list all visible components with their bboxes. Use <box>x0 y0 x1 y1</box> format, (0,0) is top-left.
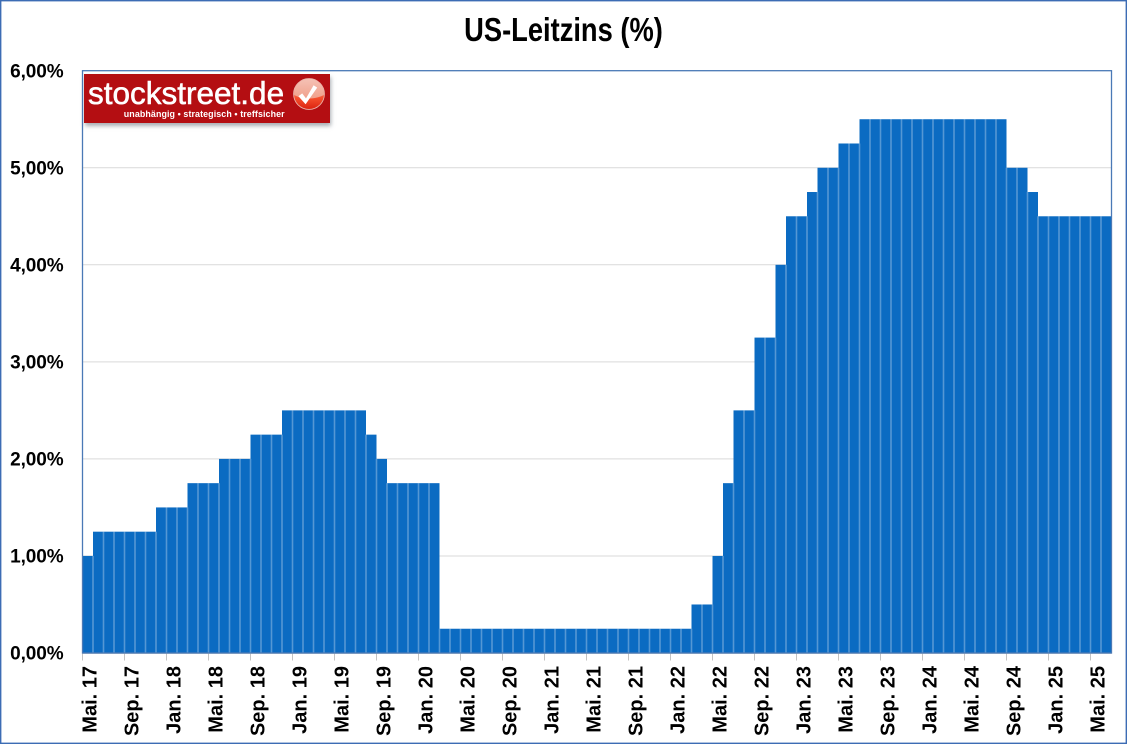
svg-text:4,00%: 4,00% <box>10 256 64 277</box>
svg-text:Sep. 19: Sep. 19 <box>373 666 395 736</box>
svg-text:0,00%: 0,00% <box>10 644 64 665</box>
svg-text:Mai. 21: Mai. 21 <box>583 666 605 733</box>
svg-text:Jan. 22: Jan. 22 <box>667 666 689 734</box>
svg-text:Jan. 25: Jan. 25 <box>1045 666 1067 734</box>
svg-text:3,00%: 3,00% <box>10 353 64 374</box>
svg-text:Mai. 18: Mai. 18 <box>205 666 227 733</box>
svg-text:Mai. 25: Mai. 25 <box>1087 666 1109 733</box>
svg-text:Jan. 18: Jan. 18 <box>163 666 185 734</box>
svg-text:Sep. 22: Sep. 22 <box>751 666 773 736</box>
svg-text:Jan. 23: Jan. 23 <box>793 666 815 734</box>
svg-text:2,00%: 2,00% <box>10 450 64 471</box>
svg-text:Mai. 17: Mai. 17 <box>79 666 101 733</box>
svg-text:Sep. 17: Sep. 17 <box>121 666 143 736</box>
svg-text:Jan. 24: Jan. 24 <box>919 665 941 734</box>
svg-text:Jan. 21: Jan. 21 <box>541 666 563 734</box>
svg-text:Sep. 24: Sep. 24 <box>1003 665 1025 736</box>
svg-text:Sep. 18: Sep. 18 <box>247 666 269 736</box>
svg-text:5,00%: 5,00% <box>10 158 64 179</box>
svg-text:Mai. 20: Mai. 20 <box>457 666 479 733</box>
svg-text:Mai. 22: Mai. 22 <box>709 666 731 733</box>
svg-text:Sep. 21: Sep. 21 <box>625 666 647 736</box>
svg-text:Jan. 19: Jan. 19 <box>289 666 311 734</box>
svg-text:Mai. 23: Mai. 23 <box>835 666 857 733</box>
svg-text:Mai. 24: Mai. 24 <box>961 665 983 733</box>
svg-text:Mai. 19: Mai. 19 <box>331 666 353 733</box>
svg-text:6,00%: 6,00% <box>10 61 64 82</box>
svg-text:Sep. 23: Sep. 23 <box>877 666 899 736</box>
svg-text:Sep. 20: Sep. 20 <box>499 666 521 736</box>
svg-text:Jan. 20: Jan. 20 <box>415 666 437 734</box>
svg-text:1,00%: 1,00% <box>10 547 64 568</box>
